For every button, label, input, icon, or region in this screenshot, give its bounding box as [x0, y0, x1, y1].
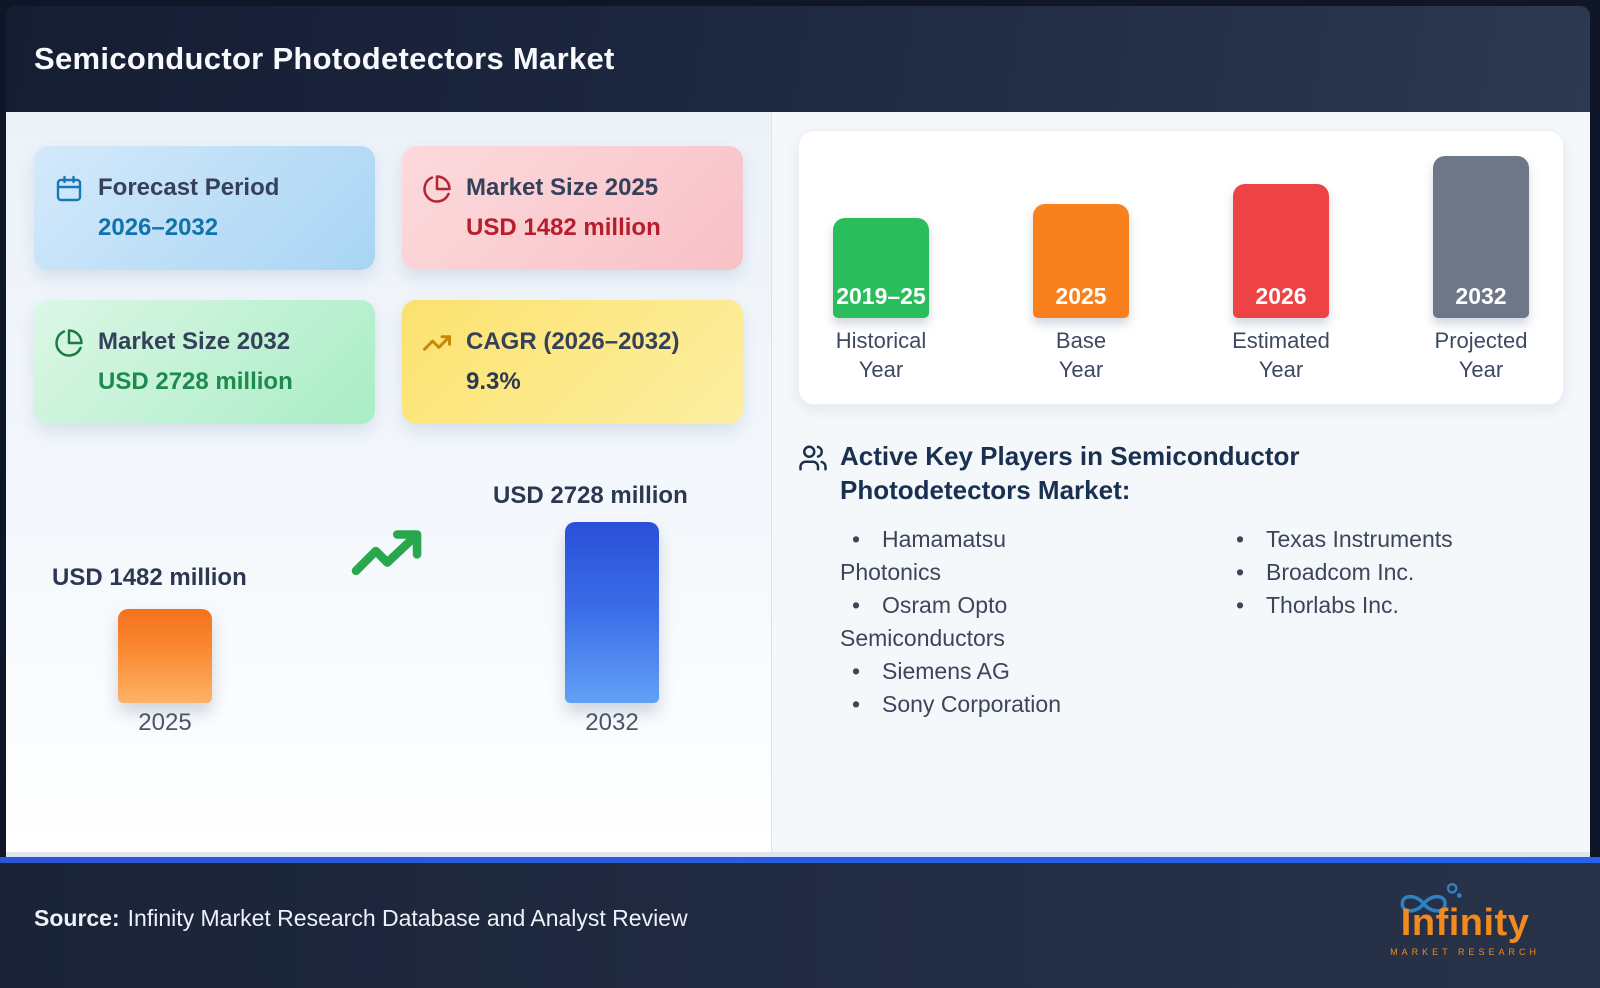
bar-category-2032: 2032 [585, 709, 639, 736]
stat-cards-grid: Forecast Period 2026–2032 Market Size 20… [34, 146, 743, 424]
timeline-bar-base: 2025 [1033, 204, 1129, 318]
stat-card-market-size-2032: Market Size 2032 USD 2728 million [34, 300, 375, 424]
key-players-heading-row: Active Key Players in Semiconductor Phot… [798, 439, 1564, 507]
key-players-section: Active Key Players in Semiconductor Phot… [798, 439, 1564, 721]
bar-data-label-2032: USD 2728 million [493, 482, 688, 509]
caption-line: Projected [1434, 328, 1528, 353]
stat-card-text: Forecast Period 2026–2032 [98, 168, 279, 248]
stat-card-label: Forecast Period [98, 174, 280, 201]
stat-card-text: Market Size 2032 USD 2728 million [98, 322, 293, 402]
timeline-year-label: 2026 [1255, 283, 1307, 309]
footer-light-strip [6, 852, 1590, 857]
users-icon [798, 443, 828, 473]
content-area: Forecast Period 2026–2032 Market Size 20… [6, 112, 1590, 852]
caption-line: Year [1258, 357, 1304, 382]
timeline-year-label: 2025 [1055, 283, 1107, 309]
stat-card-value: 9.3% [466, 368, 521, 395]
caption-line: Estimated [1232, 328, 1330, 353]
caption-line: Historical [835, 328, 927, 353]
list-item: Broadcom Inc. [1224, 556, 1453, 589]
stat-card-forecast-period: Forecast Period 2026–2032 [34, 146, 375, 270]
bar-data-label-2025: USD 1482 million [52, 564, 247, 591]
list-item: Texas Instruments [1224, 523, 1453, 556]
list-item: Osram Opto Semiconductors [840, 589, 1112, 655]
pie-chart-icon [422, 174, 452, 204]
list-item: Thorlabs Inc. [1224, 589, 1453, 622]
bar-category-2025: 2025 [138, 709, 192, 736]
left-panel: Forecast Period 2026–2032 Market Size 20… [6, 112, 772, 852]
timeline-item-projected: 2032 Projected Year [1433, 156, 1529, 384]
trending-up-icon [422, 328, 452, 358]
footer-bar: Source: Infinity Market Research Database… [0, 863, 1600, 988]
timeline-item-base: 2025 Base Year [1033, 204, 1129, 384]
market-growth-chart: USD 1482 million USD 2728 million 2025 2… [34, 480, 743, 780]
caption-line: Year [858, 357, 904, 382]
caption-line: Year [1058, 357, 1104, 382]
timeline-item-estimated: 2026 Estimated Year [1232, 184, 1330, 384]
caption-line: Year [1458, 357, 1504, 382]
key-players-column-1: Hamamatsu Photonics Osram Opto Semicondu… [840, 523, 1112, 721]
footer-accent-line [0, 857, 1600, 863]
timeline-bar-projected: 2032 [1433, 156, 1529, 318]
list-item: Hamamatsu Photonics [840, 523, 1112, 589]
stat-card-text: CAGR (2026–2032) 9.3% [466, 322, 679, 402]
pie-chart-icon [54, 328, 84, 358]
source-text: Infinity Market Research Database and An… [127, 905, 688, 931]
timeline-item-historical: 2019–25 Historical Year [833, 218, 929, 384]
timeline-caption: Estimated Year [1213, 326, 1349, 384]
list-item: Siemens AG [840, 655, 1112, 688]
timeline-caption: Base Year [1013, 326, 1149, 384]
logo-name: Infinity [1400, 902, 1530, 945]
list-item: Sony Corporation [840, 688, 1112, 721]
key-players-columns: Hamamatsu Photonics Osram Opto Semicondu… [840, 523, 1564, 721]
timeline-year-label: 2019–25 [836, 283, 926, 309]
page-title: Semiconductor Photodetectors Market [34, 41, 615, 76]
stat-card-value: USD 2728 million [98, 368, 293, 395]
key-players-column-2: Texas Instruments Broadcom Inc. Thorlabs… [1224, 523, 1453, 721]
research-timeline-card: 2019–25 Historical Year 2025 Base Year [798, 130, 1564, 405]
bar-2032 [565, 522, 659, 703]
source-label: Source: [34, 905, 120, 931]
right-panel: 2019–25 Historical Year 2025 Base Year [772, 112, 1590, 852]
stat-card-label: CAGR (2026–2032) [466, 328, 680, 355]
infinity-icon [1390, 880, 1540, 918]
caption-line: Base [1055, 328, 1107, 353]
timeline-bar-historical: 2019–25 [833, 218, 929, 318]
source-line: Source: Infinity Market Research Database… [34, 905, 688, 932]
timeline-year-label: 2032 [1455, 283, 1507, 309]
timeline-caption: Historical Year [813, 326, 949, 384]
timeline-caption: Projected Year [1413, 326, 1549, 384]
header-bar: Semiconductor Photodetectors Market [6, 6, 1590, 112]
stat-card-market-size-2025: Market Size 2025 USD 1482 million [402, 146, 743, 270]
stat-card-cagr: CAGR (2026–2032) 9.3% [402, 300, 743, 424]
timeline-bar-estimated: 2026 [1233, 184, 1329, 318]
stat-card-text: Market Size 2025 USD 1482 million [466, 168, 661, 248]
infinity-market-research-logo: Infinity MARKET RESEARCH [1390, 880, 1540, 957]
stat-card-label: Market Size 2025 [466, 174, 659, 201]
stat-card-value: 2026–2032 [98, 214, 219, 241]
stat-card-value: USD 1482 million [466, 214, 661, 241]
calendar-icon [54, 174, 84, 204]
key-players-heading: Active Key Players in Semiconductor Phot… [840, 441, 1300, 505]
stat-card-label: Market Size 2032 [98, 328, 291, 355]
logo-subtitle: MARKET RESEARCH [1390, 946, 1540, 957]
bar-2025 [118, 609, 212, 703]
growth-arrow-icon [346, 518, 432, 584]
